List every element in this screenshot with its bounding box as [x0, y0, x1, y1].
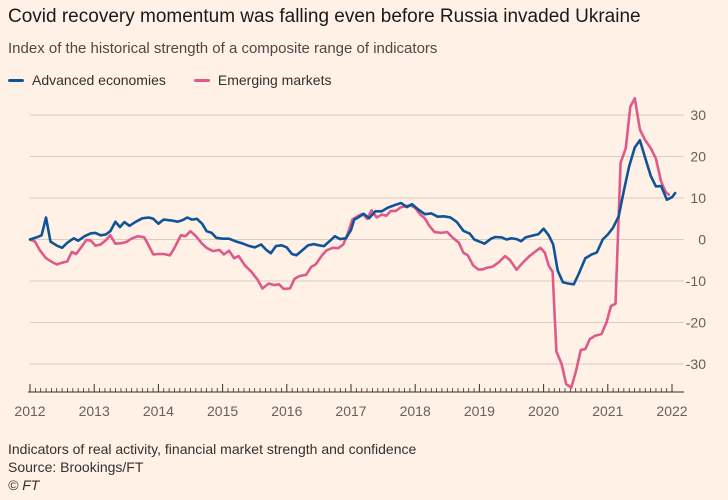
- x-tick-label: 2012: [14, 403, 45, 419]
- x-tick-label: 2015: [207, 403, 238, 419]
- series-line-advanced-economies: [28, 139, 677, 286]
- legend-item-emerging: Emerging markets: [193, 72, 332, 88]
- y-tick-label: -10: [686, 273, 706, 289]
- x-tick-label: 2017: [335, 403, 366, 419]
- legend-swatch-advanced: [8, 78, 24, 82]
- chart-legend: Advanced economies Emerging markets: [8, 72, 359, 88]
- chart-title: Covid recovery momentum was falling even…: [8, 6, 641, 27]
- y-tick-label: -30: [686, 356, 706, 372]
- x-tick-label: 2018: [400, 403, 431, 419]
- legend-label-advanced: Advanced economies: [32, 72, 166, 88]
- x-tick-label: 2016: [271, 403, 302, 419]
- series-line-emerging-markets: [28, 97, 671, 389]
- x-tick-label: 2020: [528, 403, 559, 419]
- x-tick-label: 2013: [79, 403, 110, 419]
- y-tick-label: 20: [690, 149, 706, 165]
- y-tick-label: 30: [690, 107, 706, 123]
- footnote: Indicators of real activity, financial m…: [8, 441, 417, 457]
- x-axis: 2012 2013 2014 2015 2016 2017 2018 2019 2020 2021…: [14, 384, 688, 419]
- legend-item-advanced: Advanced economies: [8, 72, 166, 88]
- x-tick-label: 2019: [464, 403, 495, 419]
- y-tick-label: -20: [686, 315, 706, 331]
- legend-label-emerging: Emerging markets: [217, 72, 332, 88]
- x-tick-label: 2021: [592, 403, 623, 419]
- legend-swatch-emerging: [193, 78, 210, 82]
- grid-layer: [30, 114, 684, 365]
- x-tick-label: 2014: [143, 403, 174, 419]
- source-note: Source: Brookings/FT: [8, 459, 144, 475]
- chart-subtitle: Index of the historical strength of a co…: [8, 40, 438, 57]
- series-layer: [28, 97, 677, 389]
- y-tick-label: 10: [690, 190, 706, 206]
- x-tick-label: 2022: [656, 403, 687, 419]
- copyright-credit: © FT: [8, 477, 40, 493]
- y-axis: 30 20 10 0 -10 -20 -30: [686, 107, 706, 372]
- y-tick-label: 0: [698, 232, 706, 248]
